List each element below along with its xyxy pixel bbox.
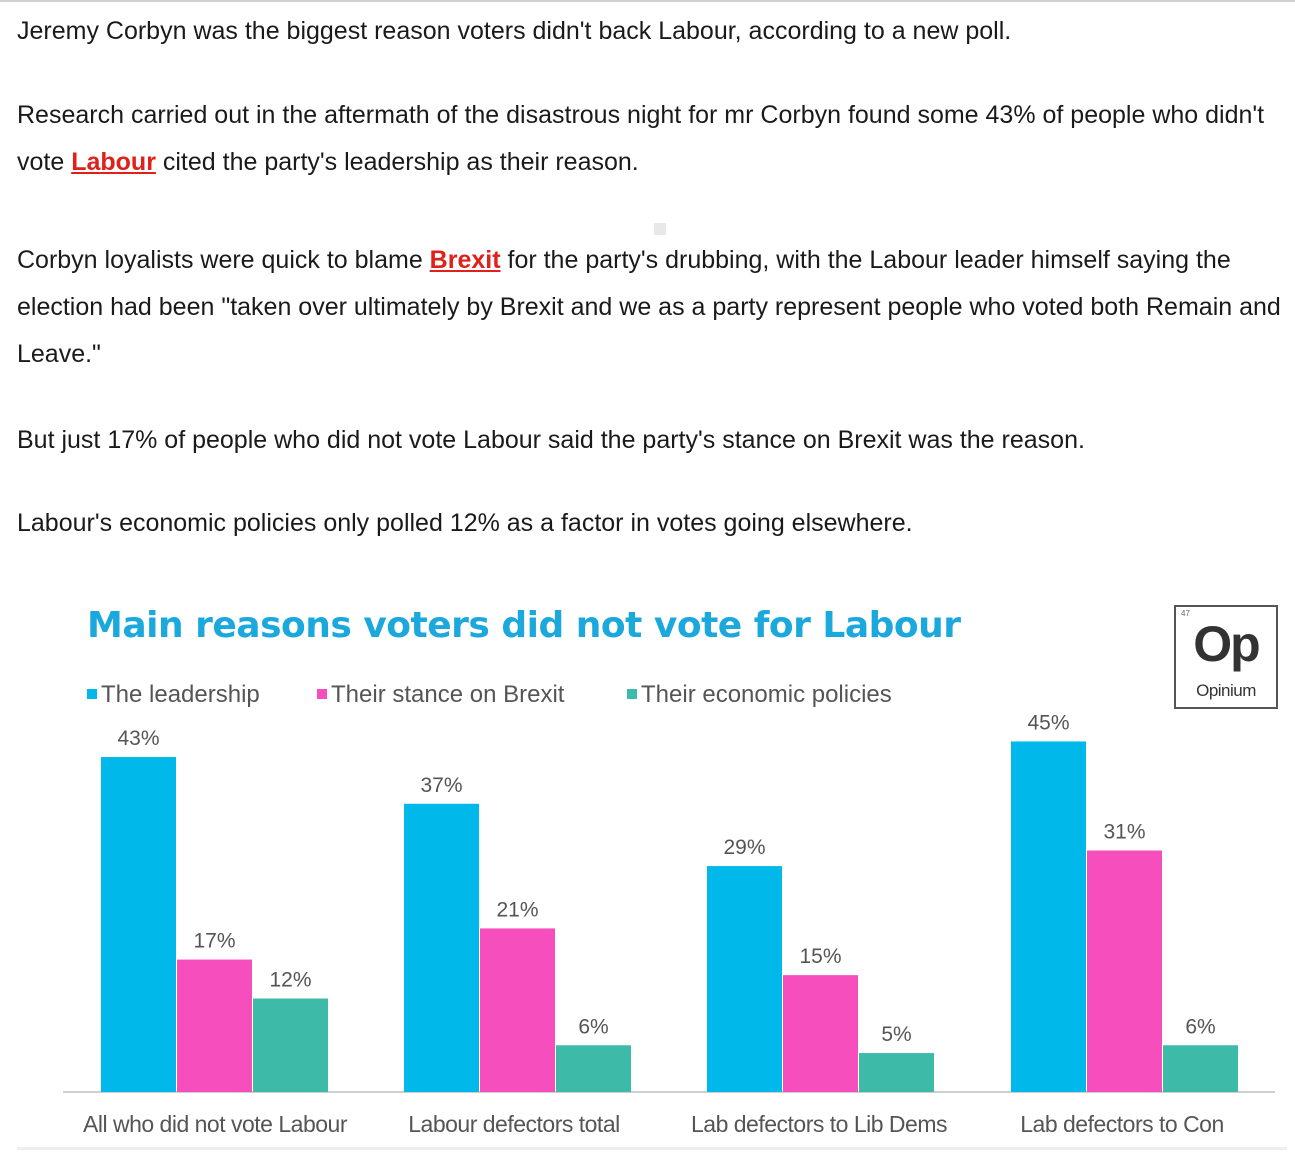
paragraph-1-text: Jeremy Corbyn was the biggest reason vot… (17, 17, 1012, 45)
category-label: All who did not vote Labour (83, 1111, 348, 1137)
bar-leadership-1 (404, 803, 479, 1092)
chart-title: Main reasons voters did not vote for Lab… (87, 605, 961, 646)
data-label: 15% (799, 945, 841, 968)
bar-leadership-0 (101, 757, 176, 1092)
bar-economic-1 (556, 1045, 631, 1092)
labour-link[interactable]: Labour (71, 148, 156, 176)
opinium-logo: 47 Op Opinium (1174, 605, 1278, 709)
top-rule (0, 0, 1295, 2)
legend-item-leadership: The leadership (87, 681, 260, 709)
bar-brexit-2 (783, 975, 858, 1092)
legend-label-economic: Their economic policies (641, 681, 892, 708)
logo-superscript: 47 (1181, 609, 1190, 618)
data-label: 29% (723, 836, 765, 859)
data-label: 37% (420, 774, 462, 797)
category-label: Lab defectors to Lib Dems (691, 1111, 947, 1137)
bar-brexit-1 (480, 928, 555, 1092)
paragraph-2: Research carried out in the aftermath of… (17, 92, 1292, 186)
data-label: 6% (1185, 1015, 1215, 1038)
bar-economic-0 (253, 998, 328, 1092)
paragraph-3: Corbyn loyalists were quick to blame Bre… (17, 237, 1292, 378)
brexit-link[interactable]: Brexit (429, 246, 501, 274)
paragraph-4: But just 17% of people who did not vote … (17, 417, 1292, 464)
chart-figure: Main reasons voters did not vote for Lab… (15, 583, 1285, 1149)
data-label: 17% (193, 930, 235, 953)
legend-item-economic: Their economic policies (627, 681, 892, 709)
data-label: 12% (269, 969, 311, 992)
bar-economic-2 (859, 1053, 934, 1092)
paragraph-5-text: Labour's economic policies only polled 1… (17, 509, 913, 537)
data-label: 31% (1103, 821, 1145, 844)
category-label: Lab defectors to Con (1020, 1111, 1224, 1137)
bar-leadership-2 (707, 866, 782, 1092)
paragraph-5: Labour's economic policies only polled 1… (17, 500, 1292, 547)
ad-placeholder (654, 223, 666, 235)
data-label: 5% (881, 1023, 911, 1046)
data-label: 43% (117, 727, 159, 750)
legend-label-brexit: Their stance on Brexit (331, 681, 565, 708)
paragraph-4-text: But just 17% of people who did not vote … (17, 426, 1085, 454)
logo-mark: Op (1193, 616, 1260, 672)
data-label: 45% (1027, 711, 1069, 734)
legend-swatch-economic (627, 688, 637, 699)
bottom-rule (17, 1147, 1287, 1150)
paragraph-2-after: cited the party's leadership as their re… (155, 148, 639, 176)
chart-plot: 43% 17% 12% All who did not vote Labour 37% 2… (63, 711, 1275, 1137)
bar-brexit-3 (1087, 850, 1162, 1092)
data-label: 21% (496, 898, 538, 921)
logo-name: Opinium (1196, 681, 1256, 700)
legend-item-brexit: Their stance on Brexit (317, 681, 564, 709)
category-label: Labour defectors total (408, 1111, 619, 1137)
paragraph-1: Jeremy Corbyn was the biggest reason vot… (17, 8, 1292, 55)
bar-leadership-3 (1011, 741, 1086, 1092)
paragraph-3-after: for the party's drubbing, with the Labou… (17, 246, 1281, 368)
legend-swatch-brexit (317, 688, 327, 699)
legend-swatch-leadership (87, 688, 97, 699)
bar-brexit-0 (177, 959, 252, 1092)
data-label: 6% (578, 1015, 608, 1038)
bar-economic-3 (1163, 1045, 1238, 1092)
paragraph-3-before: Corbyn loyalists were quick to blame (17, 246, 430, 274)
legend-label-leadership: The leadership (101, 681, 260, 708)
paragraph-2-before: Research carried out in the aftermath of… (17, 101, 1265, 176)
